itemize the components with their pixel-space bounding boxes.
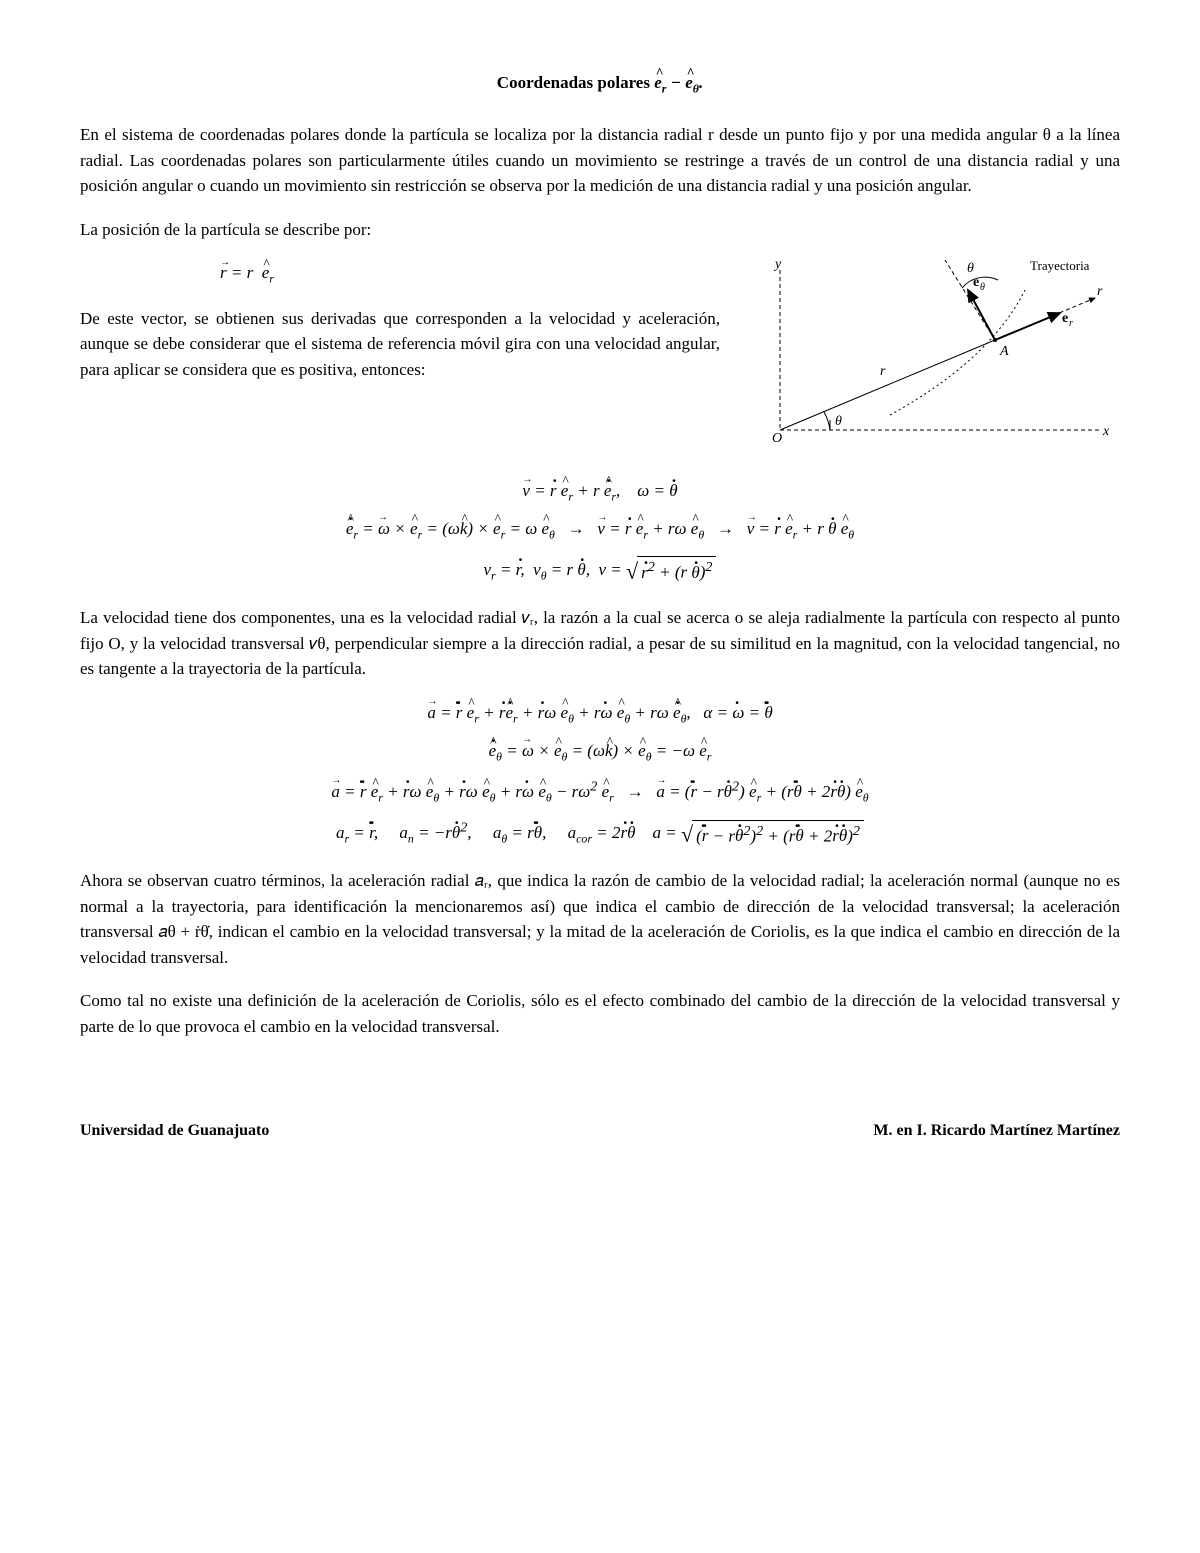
svg-text:x: x xyxy=(1102,424,1110,439)
svg-text:θ: θ xyxy=(835,414,842,429)
svg-text:O: O xyxy=(772,431,782,446)
left-column: r = r er De este vector, se obtienen sus… xyxy=(80,250,720,392)
page-footer: Universidad de Guanajuato M. en I. Ricar… xyxy=(80,1119,1120,1143)
eq-velocity-2: er = ω × er = (ωk) × er = ω eθ → v = r e… xyxy=(80,516,1120,544)
eq-accel-2: eθ = ω × eθ = (ωk) × eθ = −ω er xyxy=(80,738,1120,766)
paragraph-derivatives: De este vector, se obtienen sus derivada… xyxy=(80,306,720,383)
svg-text:e: e xyxy=(1062,311,1068,326)
eq-velocity-mag: vr = r, vθ = r θ, v = √r2 + (r θ)2 xyxy=(80,554,1120,587)
two-column-block: r = r er De este vector, se obtienen sus… xyxy=(80,250,1120,468)
svg-text:r: r xyxy=(1069,318,1073,329)
eq-accel-3: a = r er + rω eθ + rω eθ + rω eθ − rω2 e… xyxy=(80,776,1120,807)
svg-text:y: y xyxy=(773,257,782,272)
polar-diagram: O x y r θ θ A r e r e θ Trayectoria xyxy=(740,250,1120,460)
footer-university: Universidad de Guanajuato xyxy=(80,1119,269,1143)
eq-accel-components: ar = r, an = −rθ2, aθ = rθ, acor = 2rθ a… xyxy=(80,817,1120,850)
svg-text:r: r xyxy=(880,364,886,379)
svg-text:θ: θ xyxy=(980,282,985,293)
doc-title: Coordenadas polares er − eθ. xyxy=(80,70,1120,98)
title-math: er − eθ. xyxy=(654,73,703,92)
svg-text:r: r xyxy=(1097,284,1103,299)
footer-author: M. en I. Ricardo Martínez Martínez xyxy=(873,1119,1120,1143)
position-intro: La posición de la partícula se describe … xyxy=(80,217,1120,243)
eq-velocity-1: v = r er + r er, ω = θ xyxy=(80,478,1120,506)
svg-text:Trayectoria: Trayectoria xyxy=(1030,258,1090,273)
svg-text:e: e xyxy=(973,275,979,290)
svg-text:θ: θ xyxy=(967,261,974,276)
paragraph-intro: En el sistema de coordenadas polares don… xyxy=(80,122,1120,199)
figure-column: O x y r θ θ A r e r e θ Trayectoria xyxy=(740,250,1120,468)
eq-position: r = r er xyxy=(220,260,720,288)
paragraph-coriolis: Como tal no existe una definición de la … xyxy=(80,988,1120,1039)
paragraph-accel: Ahora se observan cuatro términos, la ac… xyxy=(80,868,1120,970)
eq-accel-1: a = r er + rer + rω eθ + rω eθ + rω eθ, … xyxy=(80,700,1120,728)
svg-text:A: A xyxy=(999,344,1009,359)
paragraph-velocity: La velocidad tiene dos componentes, una … xyxy=(80,605,1120,682)
title-text: Coordenadas polares xyxy=(497,73,654,92)
